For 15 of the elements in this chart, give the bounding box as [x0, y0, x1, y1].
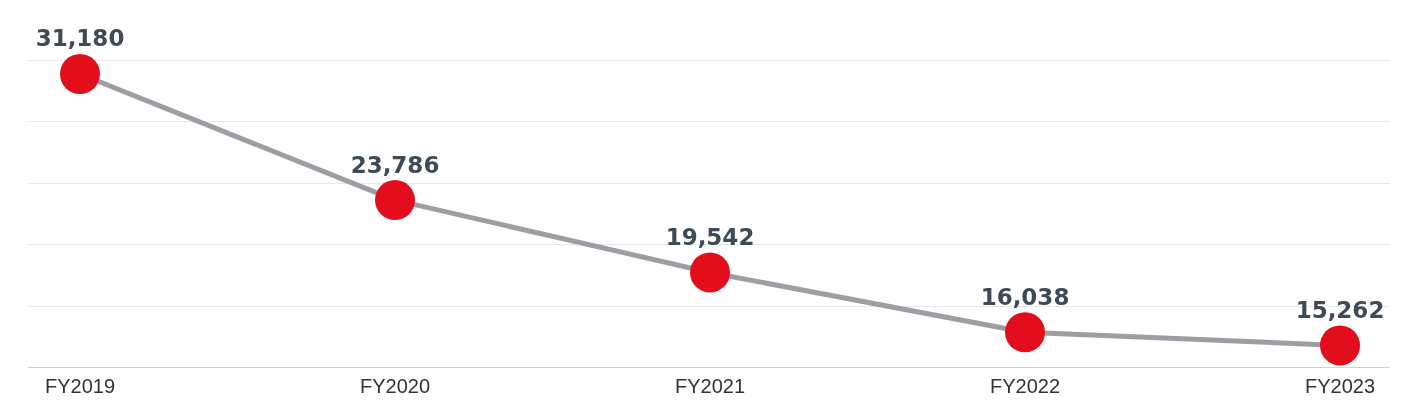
x-tick-label: FY2020 [359, 374, 431, 397]
x-tick-label: FY2019 [44, 374, 116, 397]
data-label: 15,262 [1295, 296, 1385, 323]
x-tick-label: FY2023 [1304, 374, 1376, 397]
data-label: 16,038 [980, 283, 1070, 310]
data-label: 23,786 [350, 151, 440, 178]
point [375, 180, 415, 221]
x-tick-label: FY2022 [989, 374, 1061, 397]
point [690, 252, 730, 293]
point [1320, 325, 1360, 366]
x-tick-label: FY2021 [674, 374, 746, 397]
data-label: 31,180 [35, 25, 125, 52]
point [1005, 312, 1045, 353]
point [60, 53, 100, 94]
data-label: 19,542 [665, 223, 755, 250]
